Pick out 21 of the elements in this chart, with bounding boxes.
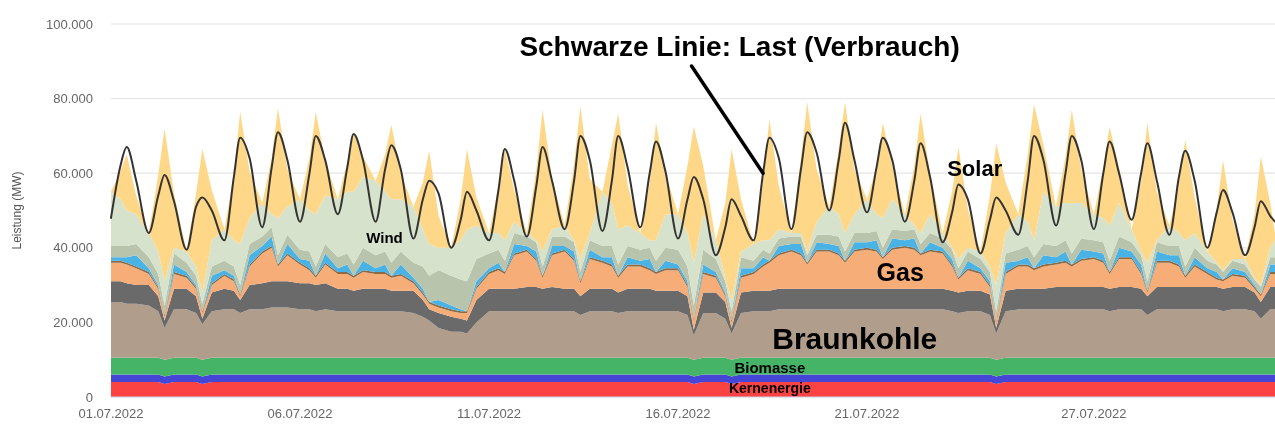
x-tick-label: 21.07.2022	[834, 406, 900, 421]
y-tick-label: 60.000	[53, 165, 93, 181]
y-tick-label: 20.000	[53, 314, 93, 330]
x-tick-label: 11.07.2022	[456, 406, 522, 421]
series-label: Kernenergie	[728, 380, 811, 397]
y-tick-label: 40.000	[53, 240, 93, 256]
x-tick-label: 06.07.2022	[267, 406, 333, 421]
y-tick-label: 0	[85, 389, 93, 405]
series-label: Braunkohle	[772, 321, 938, 355]
annotation: Schwarze Linie: Last (Verbrauch)	[519, 31, 960, 62]
y-tick-label: 80.000	[53, 91, 93, 107]
series-label: Biomasse	[734, 358, 806, 376]
y-tick-label: 100.000	[46, 16, 93, 32]
x-tick-label: 16.07.2022	[645, 406, 711, 421]
series-label: Wind	[366, 228, 403, 246]
series-label: Solar	[947, 155, 1003, 181]
series-label: Gas	[876, 258, 924, 287]
x-tick-label: 01.07.2022	[78, 406, 144, 421]
x-tick-label: 27.07.2022	[1061, 406, 1127, 421]
y-axis-title: Leistung (MW)	[10, 171, 24, 250]
line-series	[110, 121, 1275, 257]
